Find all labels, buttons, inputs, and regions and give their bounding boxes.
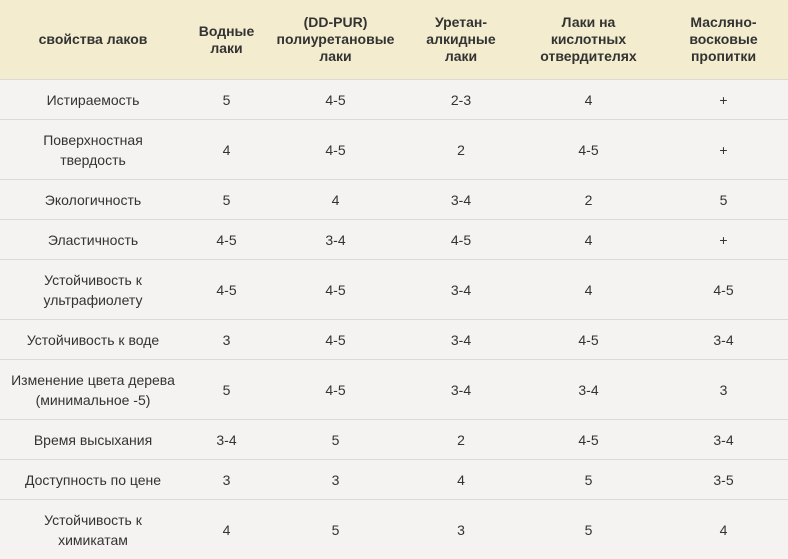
- value-cell: 5: [186, 179, 267, 220]
- value-cell: 5: [186, 359, 267, 420]
- value-cell: 2-3: [404, 79, 518, 120]
- value-cell: 5: [267, 419, 404, 460]
- value-cell: +: [659, 79, 788, 120]
- table-row: Доступность по цене 3 3 4 5 3-5: [0, 459, 788, 500]
- value-cell: 4-5: [518, 319, 659, 360]
- property-cell: Экологичность: [0, 179, 186, 220]
- table-header: свойства лаков Водные лаки (DD-PUR) поли…: [0, 0, 788, 80]
- value-cell: 4: [404, 459, 518, 500]
- value-cell: 3: [267, 459, 404, 500]
- value-cell: 4: [267, 179, 404, 220]
- header-polyurethane: (DD-PUR) полиуретановые лаки: [267, 0, 404, 80]
- value-cell: +: [659, 119, 788, 180]
- value-cell: 5: [267, 499, 404, 559]
- value-cell: 2: [404, 119, 518, 180]
- property-cell: Поверхностная твердость: [0, 119, 186, 180]
- header-oil-wax: Масляно-восковые пропитки: [659, 0, 788, 80]
- value-cell: 4-5: [186, 259, 267, 320]
- value-cell: 4-5: [267, 79, 404, 120]
- property-cell: Устойчивость к ультрафиолету: [0, 259, 186, 320]
- property-cell: Устойчивость к воде: [0, 319, 186, 360]
- table-row: Экологичность 5 4 3-4 2 5: [0, 179, 788, 220]
- value-cell: 5: [518, 499, 659, 559]
- header-acid-curing: Лаки на кислотных отвердителях: [518, 0, 659, 80]
- value-cell: 3-4: [267, 219, 404, 260]
- value-cell: 4-5: [659, 259, 788, 320]
- property-cell: Доступность по цене: [0, 459, 186, 500]
- value-cell: 3-4: [404, 179, 518, 220]
- value-cell: 4: [186, 499, 267, 559]
- table-row: Устойчивость к химикатам 4 5 3 5 4: [0, 499, 788, 559]
- table-row: Время высыхания 3-4 5 2 4-5 3-4: [0, 419, 788, 460]
- table-body: Истираемость 5 4-5 2-3 4 + Поверхностная…: [0, 79, 788, 559]
- header-row: свойства лаков Водные лаки (DD-PUR) поли…: [0, 0, 788, 80]
- value-cell: 4-5: [267, 319, 404, 360]
- value-cell: 4: [518, 219, 659, 260]
- value-cell: 3-4: [186, 419, 267, 460]
- table-row: Эластичность 4-5 3-4 4-5 4 +: [0, 219, 788, 260]
- value-cell: 4: [186, 119, 267, 180]
- value-cell: 4: [659, 499, 788, 559]
- value-cell: 5: [659, 179, 788, 220]
- header-water-based: Водные лаки: [186, 0, 267, 80]
- property-cell: Эластичность: [0, 219, 186, 260]
- value-cell: 5: [186, 79, 267, 120]
- value-cell: 4-5: [404, 219, 518, 260]
- value-cell: 4-5: [518, 119, 659, 180]
- property-cell: Время высыхания: [0, 419, 186, 460]
- value-cell: 3-4: [518, 359, 659, 420]
- table-row: Устойчивость к ультрафиолету 4-5 4-5 3-4…: [0, 259, 788, 320]
- value-cell: 4: [518, 79, 659, 120]
- value-cell: 3: [659, 359, 788, 420]
- value-cell: 3-4: [404, 359, 518, 420]
- value-cell: +: [659, 219, 788, 260]
- property-cell: Изменение цвета дерева (минимальное -5): [0, 359, 186, 420]
- value-cell: 2: [518, 179, 659, 220]
- value-cell: 3-5: [659, 459, 788, 500]
- value-cell: 3-4: [404, 259, 518, 320]
- table-row: Поверхностная твердость 4 4-5 2 4-5 +: [0, 119, 788, 180]
- value-cell: 3-4: [404, 319, 518, 360]
- value-cell: 4-5: [186, 219, 267, 260]
- value-cell: 5: [518, 459, 659, 500]
- header-urethane-alkyd: Уретан-алкидные лаки: [404, 0, 518, 80]
- value-cell: 3: [186, 319, 267, 360]
- table-row: Устойчивость к воде 3 4-5 3-4 4-5 3-4: [0, 319, 788, 360]
- table-row: Истираемость 5 4-5 2-3 4 +: [0, 79, 788, 120]
- value-cell: 2: [404, 419, 518, 460]
- value-cell: 4: [518, 259, 659, 320]
- property-cell: Истираемость: [0, 79, 186, 120]
- value-cell: 3: [186, 459, 267, 500]
- value-cell: 4-5: [267, 259, 404, 320]
- header-properties: свойства лаков: [0, 0, 186, 80]
- table-row: Изменение цвета дерева (минимальное -5) …: [0, 359, 788, 420]
- value-cell: 3-4: [659, 319, 788, 360]
- value-cell: 4-5: [267, 359, 404, 420]
- value-cell: 4-5: [267, 119, 404, 180]
- property-cell: Устойчивость к химикатам: [0, 499, 186, 559]
- value-cell: 3: [404, 499, 518, 559]
- value-cell: 3-4: [659, 419, 788, 460]
- value-cell: 4-5: [518, 419, 659, 460]
